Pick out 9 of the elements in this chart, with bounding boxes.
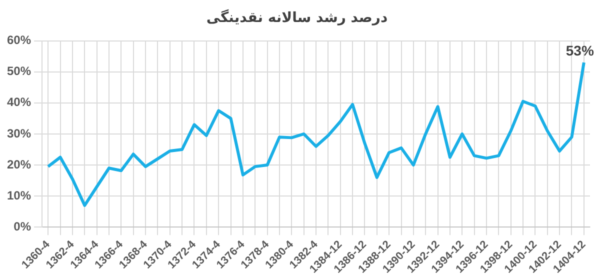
y-tick-label: 20% (6, 157, 32, 172)
y-tick-label: 30% (6, 126, 32, 140)
chart-title: درصد رشد سالانه نقدینگی (206, 9, 388, 26)
y-tick-label: 10% (6, 188, 32, 202)
data-label: 53% (566, 42, 594, 58)
y-tick-label: 50% (6, 64, 32, 78)
y-tick-label: 40% (6, 95, 32, 110)
y-tick-label: 0% (14, 219, 32, 234)
y-tick-label: 60% (6, 33, 32, 48)
